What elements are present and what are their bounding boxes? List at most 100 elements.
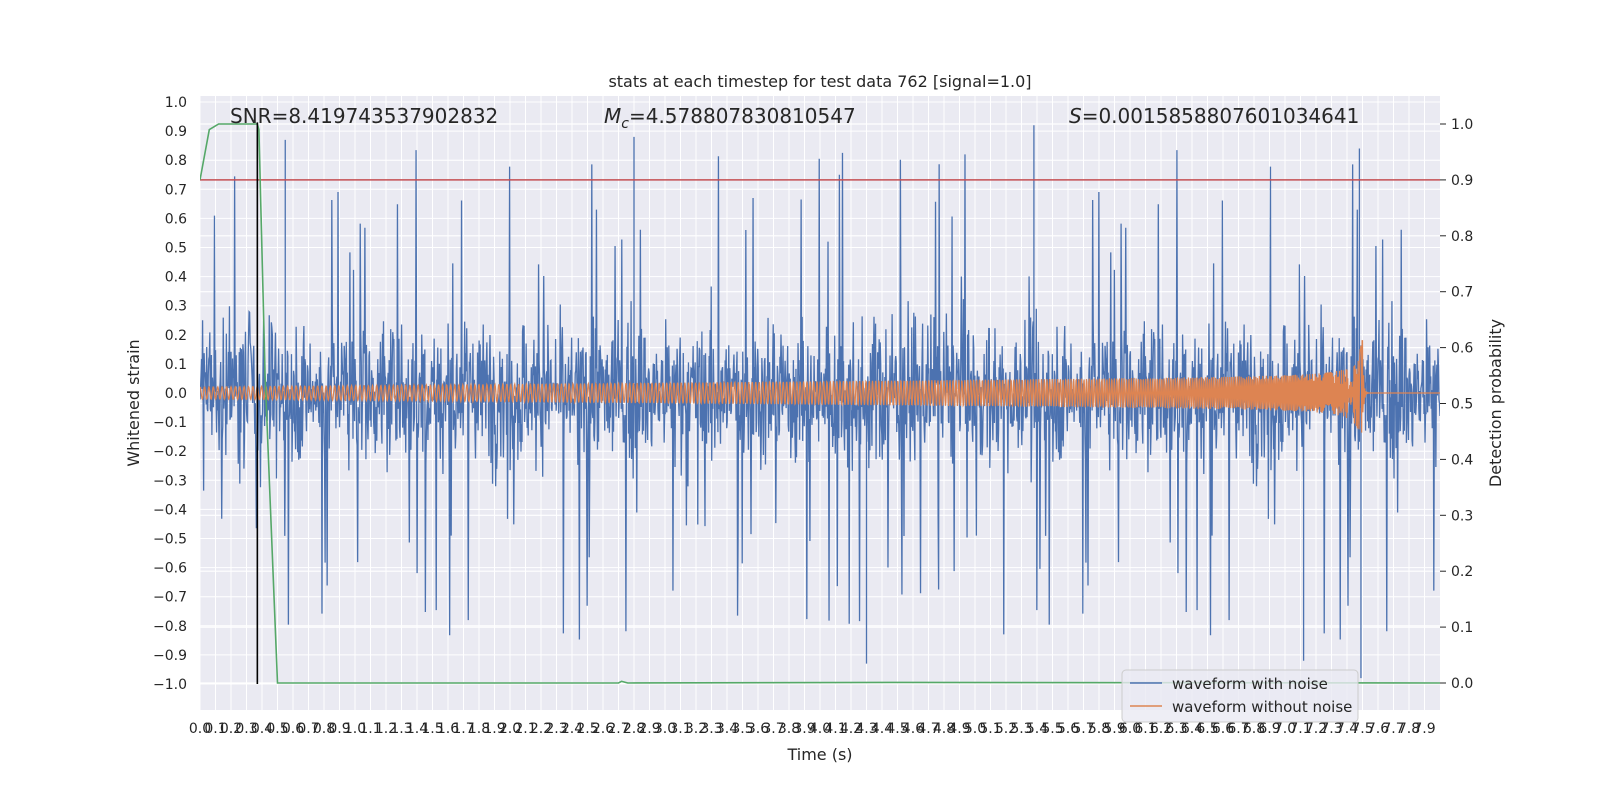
x-tick-label-41: 4.1 bbox=[824, 721, 846, 737]
x-tick-label-52: 5.2 bbox=[995, 721, 1017, 737]
x-tick-label-69: 6.9 bbox=[1258, 721, 1280, 737]
x-tick-label-14: 1.4 bbox=[406, 721, 428, 737]
x-tick-label-57: 5.7 bbox=[1072, 721, 1094, 737]
x-tick-label-79: 7.9 bbox=[1413, 721, 1435, 737]
x-tick-label-78: 7.8 bbox=[1398, 721, 1420, 737]
x-tick-label-45: 4.5 bbox=[886, 721, 908, 737]
x-tick-label-4: 0.4 bbox=[251, 721, 273, 737]
y-tick-label-14: −0.4 bbox=[153, 502, 187, 518]
x-tick-label-1: 0.1 bbox=[204, 721, 226, 737]
y-tick-label-18: −0.8 bbox=[153, 619, 187, 635]
y2-tick-label-4: 0.6 bbox=[1451, 341, 1473, 357]
x-tick-label-17: 1.7 bbox=[452, 721, 474, 737]
x-tick-label-40: 4.0 bbox=[809, 721, 831, 737]
y-tick-label-20: −1.0 bbox=[153, 677, 187, 693]
y-tick-label-16: −0.6 bbox=[153, 561, 187, 577]
x-tick-label-13: 1.3 bbox=[390, 721, 412, 737]
x-tick-label-37: 3.7 bbox=[762, 721, 784, 737]
annotation-chirp-mass: Mc=4.578807830810547 bbox=[604, 104, 856, 132]
x-tick-label-46: 4.6 bbox=[902, 721, 924, 737]
annotation-snr: SNR=8.419743537902832 bbox=[230, 104, 498, 128]
y2-tick-label-10: 0.0 bbox=[1451, 676, 1473, 692]
x-tick-label-6: 0.6 bbox=[282, 721, 304, 737]
y-axis-left-ticks: 1.0 0.9 0.8 0.7 0.6 0.5 0.4 0.3 0.2 0.1 0.0 −0.1 −0.… bbox=[153, 95, 187, 693]
y2-tick-label-0: 1.0 bbox=[1451, 117, 1473, 133]
x-tick-label-5: 0.5 bbox=[266, 721, 288, 737]
y-tick-label-19: −0.9 bbox=[153, 648, 187, 664]
legend-box bbox=[1121, 669, 1359, 723]
legend: waveform with noise waveform without noi… bbox=[1121, 669, 1359, 723]
x-tick-label-12: 1.2 bbox=[375, 721, 397, 737]
y-tick-label-10: 0.0 bbox=[165, 386, 187, 402]
x-tick-label-55: 5.5 bbox=[1041, 721, 1063, 737]
x-tick-label-39: 3.9 bbox=[793, 721, 815, 737]
y-tick-label-7: 0.3 bbox=[165, 299, 187, 315]
y2-tick-label-1: 0.9 bbox=[1451, 173, 1473, 189]
x-tick-label-50: 5.0 bbox=[964, 721, 986, 737]
x-tick-label-60: 6.0 bbox=[1119, 721, 1141, 737]
x-axis-label: Time (s) bbox=[786, 745, 852, 764]
legend-label-noise: waveform with noise bbox=[1172, 675, 1328, 693]
x-tick-label-31: 3.1 bbox=[669, 721, 691, 737]
x-tick-label-68: 6.8 bbox=[1243, 721, 1265, 737]
x-tick-label-58: 5.8 bbox=[1088, 721, 1110, 737]
x-tick-label-48: 4.8 bbox=[933, 721, 955, 737]
x-tick-label-3: 0.3 bbox=[235, 721, 257, 737]
x-tick-label-7: 0.7 bbox=[297, 721, 319, 737]
x-tick-label-49: 4.9 bbox=[948, 721, 970, 737]
y2-tick-label-2: 0.8 bbox=[1451, 229, 1473, 245]
x-tick-label-56: 5.6 bbox=[1057, 721, 1079, 737]
y-tick-label-3: 0.7 bbox=[165, 182, 187, 198]
x-tick-label-35: 3.5 bbox=[731, 721, 753, 737]
x-tick-label-77: 7.7 bbox=[1382, 721, 1404, 737]
x-tick-label-30: 3.0 bbox=[654, 721, 676, 737]
y2-tick-label-8: 0.2 bbox=[1451, 564, 1473, 580]
x-tick-label-23: 2.3 bbox=[545, 721, 567, 737]
y2-tick-label-9: 0.1 bbox=[1451, 620, 1473, 636]
x-tick-label-44: 4.4 bbox=[871, 721, 893, 737]
x-tick-label-24: 2.4 bbox=[561, 721, 583, 737]
y-tick-label-9: 0.1 bbox=[165, 357, 187, 373]
x-tick-label-65: 6.5 bbox=[1196, 721, 1218, 737]
x-tick-label-11: 1.1 bbox=[359, 721, 381, 737]
x-tick-label-67: 6.7 bbox=[1227, 721, 1249, 737]
y2-tick-label-6: 0.4 bbox=[1451, 452, 1473, 468]
y-tick-label-13: −0.3 bbox=[153, 473, 187, 489]
plot-area bbox=[200, 122, 1440, 684]
x-tick-label-76: 7.6 bbox=[1367, 721, 1389, 737]
x-tick-label-16: 1.6 bbox=[437, 721, 459, 737]
y-tick-label-0: 1.0 bbox=[165, 95, 187, 111]
x-tick-label-25: 2.5 bbox=[576, 721, 598, 737]
x-tick-label-47: 4.7 bbox=[917, 721, 939, 737]
y-tick-label-6: 0.4 bbox=[165, 270, 187, 286]
x-tick-label-63: 6.3 bbox=[1165, 721, 1187, 737]
x-axis-ticks: 0.00.10.20.30.40.50.60.70.80.91.01.11.21… bbox=[189, 721, 1436, 737]
x-tick-label-20: 2.0 bbox=[499, 721, 521, 737]
x-tick-label-29: 2.9 bbox=[638, 721, 660, 737]
y-tick-label-11: −0.1 bbox=[153, 415, 187, 431]
x-tick-label-74: 7.4 bbox=[1336, 721, 1358, 737]
series-waveform-without-noise bbox=[200, 340, 1440, 433]
x-tick-label-66: 6.6 bbox=[1212, 721, 1234, 737]
x-tick-label-59: 5.9 bbox=[1103, 721, 1125, 737]
x-tick-label-33: 3.3 bbox=[700, 721, 722, 737]
x-tick-label-51: 5.1 bbox=[979, 721, 1001, 737]
x-tick-label-15: 1.5 bbox=[421, 721, 443, 737]
x-tick-label-32: 3.2 bbox=[685, 721, 707, 737]
chart-title: stats at each timestep for test data 762… bbox=[608, 72, 1031, 91]
x-tick-label-2: 0.2 bbox=[220, 721, 242, 737]
x-tick-label-62: 6.2 bbox=[1150, 721, 1172, 737]
y-tick-label-12: −0.2 bbox=[153, 444, 187, 460]
x-tick-label-22: 2.2 bbox=[530, 721, 552, 737]
x-tick-label-18: 1.8 bbox=[468, 721, 490, 737]
series-waveform-with-noise bbox=[200, 125, 1440, 679]
y-tick-label-4: 0.6 bbox=[165, 211, 187, 227]
y-tick-label-8: 0.2 bbox=[165, 328, 187, 344]
y-axis-right-ticks: 1.0 0.9 0.8 0.7 0.6 0.5 0.4 0.3 0.2 0.1 0.0 bbox=[1440, 117, 1473, 692]
x-tick-label-73: 7.3 bbox=[1320, 721, 1342, 737]
x-tick-label-75: 7.5 bbox=[1351, 721, 1373, 737]
y2-tick-label-7: 0.3 bbox=[1451, 508, 1473, 524]
y-axis-label: Whitened strain bbox=[124, 339, 143, 466]
y-tick-label-15: −0.5 bbox=[153, 532, 187, 548]
x-tick-label-53: 5.3 bbox=[1010, 721, 1032, 737]
